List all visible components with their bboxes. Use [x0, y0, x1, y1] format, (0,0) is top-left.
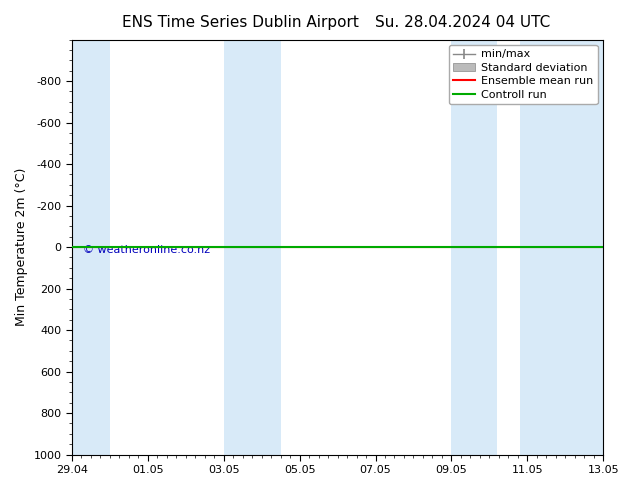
Text: ENS Time Series Dublin Airport: ENS Time Series Dublin Airport [122, 15, 359, 30]
Legend: min/max, Standard deviation, Ensemble mean run, Controll run: min/max, Standard deviation, Ensemble me… [449, 45, 598, 104]
Bar [451, 40, 497, 455]
Y-axis label: Min Temperature 2m (°C): Min Temperature 2m (°C) [15, 168, 28, 326]
Bar [520, 40, 603, 455]
Bar [72, 40, 110, 455]
Text: Su. 28.04.2024 04 UTC: Su. 28.04.2024 04 UTC [375, 15, 550, 30]
Bar [224, 40, 281, 455]
Text: © weatheronline.co.nz: © weatheronline.co.nz [82, 245, 210, 255]
